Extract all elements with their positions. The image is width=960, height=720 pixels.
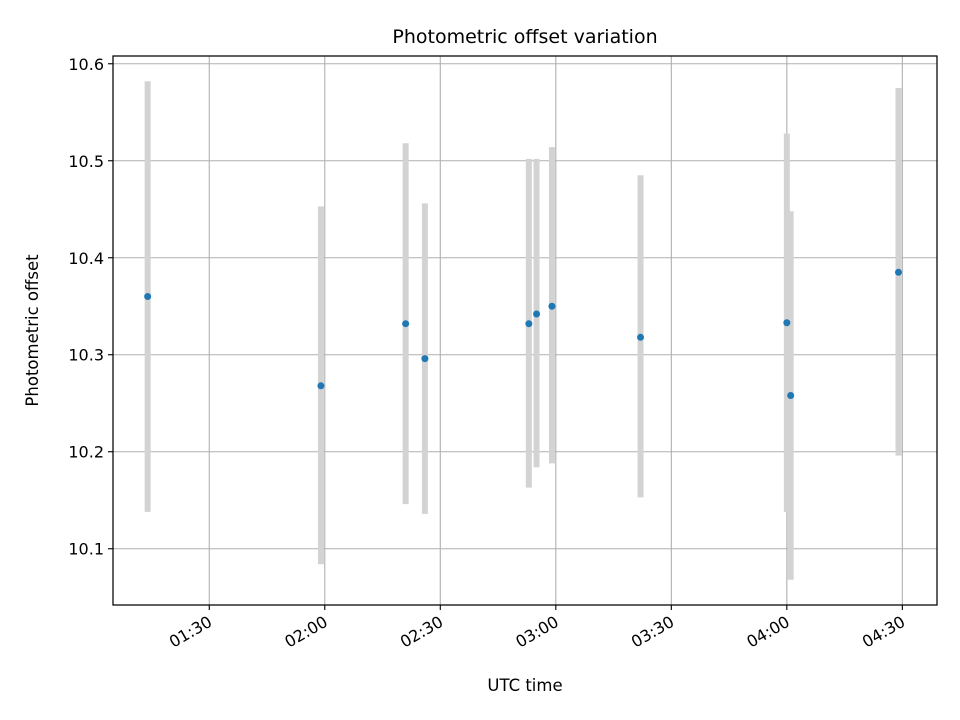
data-point (894, 268, 902, 276)
x-tick-label: 04:00 (743, 612, 792, 652)
data-point (402, 320, 410, 328)
y-tick-label: 10.1 (68, 540, 104, 559)
data-point (637, 333, 645, 341)
chart-title: Photometric offset variation (392, 26, 657, 48)
data-point (783, 319, 791, 327)
data-point (525, 320, 533, 328)
x-tick-label: 03:00 (512, 612, 561, 652)
x-tick-label: 03:30 (628, 612, 677, 652)
y-tick-label: 10.6 (68, 55, 104, 74)
y-tick-label: 10.2 (68, 443, 104, 462)
x-tick-label: 01:30 (166, 612, 215, 652)
y-tick-label: 10.5 (68, 152, 104, 171)
data-point (317, 382, 325, 390)
x-tick-label: 02:00 (281, 612, 330, 652)
data-point (787, 391, 795, 399)
error-bars (144, 81, 902, 580)
y-axis-label: Photometric offset (23, 254, 42, 407)
x-tick-label: 04:30 (859, 612, 908, 652)
data-point (533, 310, 541, 318)
x-axis-label: UTC time (487, 676, 562, 695)
y-tick-label: 10.4 (68, 249, 104, 268)
data-points (144, 268, 902, 399)
grid (113, 56, 937, 605)
data-point (548, 302, 556, 310)
data-point (144, 293, 152, 301)
data-point (421, 355, 429, 363)
axis-ticks: 01:30 02:00 02:30 03:00 03:30 04:00 04:30 10.1 1… (68, 55, 908, 652)
plot-frame (112, 55, 938, 606)
x-tick-label: 02:30 (397, 612, 446, 652)
y-tick-label: 10.3 (68, 346, 104, 365)
